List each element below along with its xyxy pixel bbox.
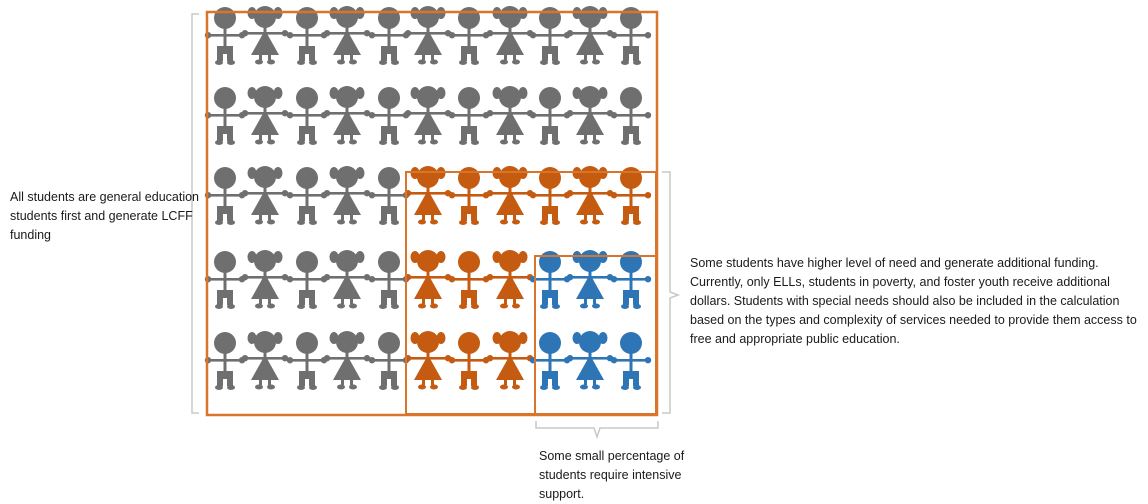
general-student-boy-icon bbox=[368, 7, 410, 65]
higher-need-student-girl-icon bbox=[486, 331, 534, 390]
general-student-boy-icon bbox=[204, 87, 246, 145]
general-student-boy-icon bbox=[204, 332, 246, 390]
general-student-boy-icon bbox=[286, 87, 328, 145]
higher-need-student-boy-icon bbox=[448, 167, 490, 225]
general-student-girl-icon bbox=[566, 86, 614, 145]
left-bracket bbox=[191, 13, 199, 414]
general-student-girl-icon bbox=[241, 250, 289, 309]
general-student-boy-icon bbox=[368, 87, 410, 145]
higher-need-student-girl-icon bbox=[486, 166, 534, 225]
general-student-girl-icon bbox=[323, 331, 371, 390]
general-student-girl-icon bbox=[566, 6, 614, 65]
higher-need-student-girl-icon bbox=[404, 331, 452, 390]
general-student-boy-icon bbox=[286, 332, 328, 390]
higher-need-student-girl-icon bbox=[486, 250, 534, 309]
general-student-boy-icon bbox=[204, 251, 246, 309]
higher-need-box bbox=[405, 171, 657, 415]
student-figures bbox=[204, 6, 652, 390]
general-student-boy-icon bbox=[610, 7, 652, 65]
general-student-girl-icon bbox=[486, 86, 534, 145]
general-student-girl-icon bbox=[404, 6, 452, 65]
intensive-student-boy-icon bbox=[610, 251, 652, 309]
general-student-boy-icon bbox=[368, 167, 410, 225]
general-student-boy-icon bbox=[368, 251, 410, 309]
general-student-boy-icon bbox=[610, 87, 652, 145]
higher-need-student-boy-icon bbox=[448, 332, 490, 390]
general-student-girl-icon bbox=[323, 86, 371, 145]
intensive-student-boy-icon bbox=[610, 332, 652, 390]
general-student-girl-icon bbox=[404, 86, 452, 145]
general-student-girl-icon bbox=[323, 6, 371, 65]
general-student-girl-icon bbox=[323, 250, 371, 309]
general-student-boy-icon bbox=[368, 332, 410, 390]
intensive-student-girl-icon bbox=[566, 250, 614, 309]
right-bracket bbox=[662, 171, 681, 414]
general-student-boy-icon bbox=[204, 7, 246, 65]
higher-need-caption: Some students have higher level of need … bbox=[690, 256, 1137, 346]
higher-need-student-girl-icon bbox=[566, 166, 614, 225]
higher-need-student-girl-icon bbox=[404, 250, 452, 309]
general-student-boy-icon bbox=[286, 167, 328, 225]
general-student-girl-icon bbox=[486, 6, 534, 65]
higher-need-student-boy-icon bbox=[448, 251, 490, 309]
higher-need-student-boy-icon bbox=[610, 167, 652, 225]
general-student-girl-icon bbox=[241, 86, 289, 145]
general-student-boy-icon bbox=[286, 251, 328, 309]
intensive-support-box bbox=[534, 255, 657, 415]
general-student-boy-icon bbox=[448, 87, 490, 145]
general-student-girl-icon bbox=[241, 166, 289, 225]
bottom-bracket bbox=[535, 421, 659, 440]
general-student-girl-icon bbox=[241, 331, 289, 390]
higher-need-student-boy-icon bbox=[529, 167, 571, 225]
general-student-girl-icon bbox=[323, 166, 371, 225]
general-student-boy-icon bbox=[448, 7, 490, 65]
general-student-boy-icon bbox=[204, 167, 246, 225]
higher-need-student-girl-icon bbox=[404, 166, 452, 225]
all-students-caption: All students are general education stude… bbox=[10, 190, 200, 242]
intensive-student-girl-icon bbox=[566, 331, 614, 390]
general-student-boy-icon bbox=[286, 7, 328, 65]
intensive-support-caption: Some small percentage of students requir… bbox=[539, 449, 685, 501]
general-student-girl-icon bbox=[241, 6, 289, 65]
general-student-boy-icon bbox=[529, 87, 571, 145]
general-student-boy-icon bbox=[529, 7, 571, 65]
